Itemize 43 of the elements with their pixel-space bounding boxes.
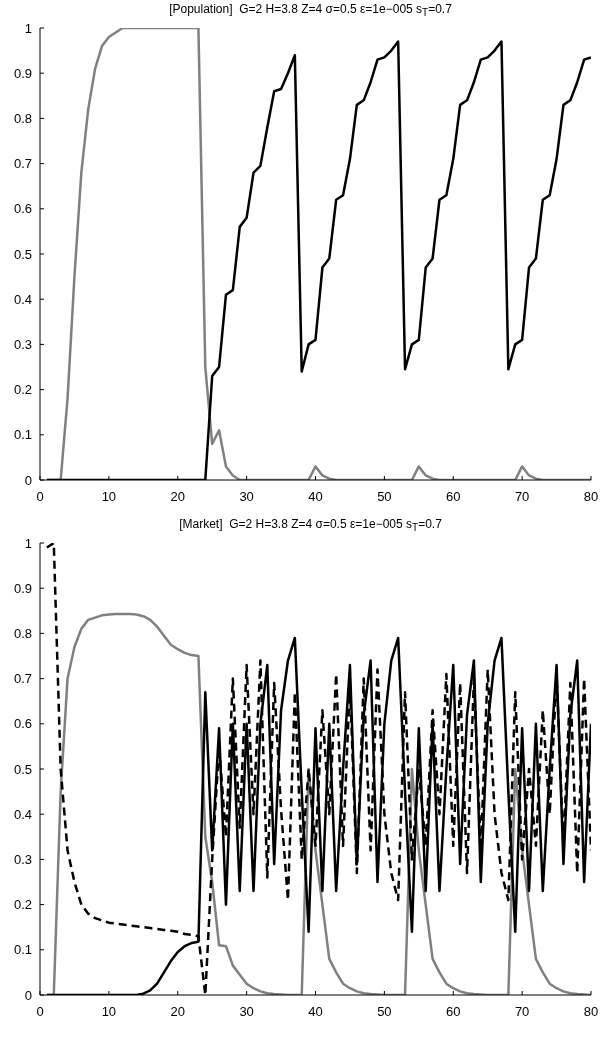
x-tick-label: 60 bbox=[446, 1004, 461, 1020]
y-tick-label: 0.1 bbox=[13, 427, 32, 443]
x-tick-label: 30 bbox=[239, 1004, 254, 1020]
y-tick-label: 0.2 bbox=[13, 897, 32, 913]
y-tick-label: 0.9 bbox=[13, 65, 32, 81]
y-tick-label: 0.5 bbox=[13, 761, 32, 777]
y-tick-label: 0.3 bbox=[13, 337, 32, 353]
x-tick-label: 0 bbox=[36, 1004, 44, 1020]
y-tick-label: 0.8 bbox=[13, 111, 32, 127]
x-tick-label: 80 bbox=[583, 489, 599, 505]
y-tick-label: 0.9 bbox=[13, 580, 32, 596]
y-tick-label: 0.7 bbox=[13, 671, 32, 687]
y-tick-label: 0 bbox=[24, 987, 32, 1003]
y-tick-label: 0.6 bbox=[13, 716, 32, 732]
y-tick-label: 0.4 bbox=[13, 291, 32, 307]
x-tick-label: 60 bbox=[446, 489, 461, 505]
y-tick-label: 0.7 bbox=[13, 156, 32, 172]
y-tick-label: 0.1 bbox=[13, 942, 32, 958]
y-tick-label: 1 bbox=[24, 20, 32, 36]
y-tick-label: 0.5 bbox=[13, 246, 32, 262]
chart-title: [Population] G=2 H=3.8 Z=4 σ=0.5 ε=1e−005 s$_{T}$=0.7 bbox=[168, 1, 453, 20]
x-tick-label: 30 bbox=[239, 489, 254, 505]
x-tick-label: 10 bbox=[101, 1004, 117, 1020]
x-tick-label: 50 bbox=[377, 489, 392, 505]
x-tick-label: 20 bbox=[170, 1004, 185, 1020]
x-tick-label: 70 bbox=[514, 1004, 530, 1020]
x-tick-label: 40 bbox=[308, 1004, 323, 1020]
line-series bbox=[45, 543, 591, 995]
x-tick-label: 0 bbox=[36, 489, 44, 505]
y-tick-label: 0.3 bbox=[13, 852, 32, 868]
x-tick-label: 40 bbox=[308, 489, 323, 505]
x-tick-label: 50 bbox=[377, 1004, 392, 1020]
x-tick-label: 20 bbox=[170, 489, 185, 505]
y-tick-label: 0.4 bbox=[13, 806, 32, 822]
y-tick-label: 0.6 bbox=[13, 201, 32, 217]
y-tick-label: 1 bbox=[24, 535, 32, 551]
y-tick-label: 0 bbox=[24, 472, 32, 488]
y-tick-label: 0.8 bbox=[13, 626, 32, 642]
chart-title: [Market] G=2 H=3.8 Z=4 σ=0.5 ε=1e−005 s$_{T}$=0.7 bbox=[178, 516, 443, 535]
x-tick-label: 80 bbox=[583, 1004, 599, 1020]
x-tick-label: 70 bbox=[514, 489, 530, 505]
y-tick-label: 0.2 bbox=[13, 382, 32, 398]
x-tick-label: 10 bbox=[101, 489, 117, 505]
